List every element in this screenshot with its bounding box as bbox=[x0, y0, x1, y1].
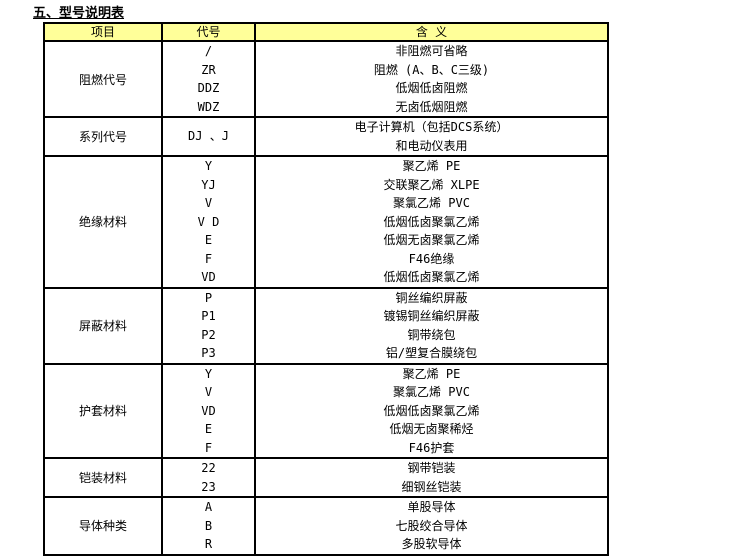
section-row: 导体种类 A B R 单股导体 七股绞合导体 多股软导体 bbox=[43, 496, 609, 556]
code-line: Y bbox=[204, 366, 213, 381]
meaning-line: 和电动仪表用 bbox=[395, 138, 468, 153]
section-row: 阻燃代号 / ZR DDZ WDZ 非阻燃可省略阻燃 (A、B、C三级) 低烟低卤阻燃 无卤低… bbox=[43, 40, 609, 118]
code-line: E bbox=[204, 422, 213, 436]
meaning-line: 聚乙烯 PE bbox=[402, 159, 461, 173]
code-cell: / ZR DDZ WDZ bbox=[161, 40, 256, 118]
code-line: P1 bbox=[201, 309, 216, 323]
code-line: P2 bbox=[201, 327, 216, 342]
header-cell-code: 代号 bbox=[161, 22, 256, 42]
header-cell-meaning: 含 义 bbox=[254, 22, 609, 42]
meaning-line: 无卤低烟阻燃 bbox=[395, 99, 468, 114]
section-row: 铠装材料 22 23 钢带铠装 细钢丝铠装 bbox=[43, 457, 609, 498]
meaning-line: 电子计算机（包括DCS系统） bbox=[354, 120, 509, 134]
meaning-line: 低烟低卤聚氯乙烯 bbox=[383, 270, 480, 284]
meaning-line: F46护套 bbox=[408, 440, 455, 455]
meaning-line: 单股导体 bbox=[407, 500, 456, 514]
code-line: VD bbox=[201, 403, 216, 418]
code-cell: 22 23 bbox=[161, 457, 256, 498]
code-line: WDZ bbox=[197, 99, 220, 114]
code-cell: Y V VD E F bbox=[161, 362, 256, 459]
code-cell: P P1 P2 P3 bbox=[161, 286, 256, 365]
meaning-line: 聚氯乙烯 PVC bbox=[393, 385, 470, 399]
code-line: 23 bbox=[201, 479, 216, 494]
meaning-cell: 聚乙烯 PE 聚氯乙烯 PVC 低烟低卤聚氯乙烯 低烟无卤聚稀烃 F46护套 bbox=[254, 362, 609, 459]
meaning-cell: 铜丝编织屏蔽 镀锡铜丝编织屏蔽 铜带绕包铝/塑复合膜绕包 bbox=[254, 286, 609, 365]
section-row: 屏蔽材料 P P1 P2 P3 铜丝编织屏蔽 镀锡铜丝编织屏蔽 铜带绕包铝/塑复合膜绕包 bbox=[43, 286, 609, 365]
item-cell: 屏蔽材料 bbox=[43, 286, 163, 365]
code-line: YJ bbox=[201, 177, 216, 192]
item-cell: 护套材料 bbox=[43, 362, 163, 459]
code-line: V bbox=[204, 385, 213, 399]
meaning-line: 低烟低卤阻燃 bbox=[395, 81, 468, 95]
meaning-line: 铜丝编织屏蔽 bbox=[395, 290, 468, 305]
meaning-line: 钢带铠装 bbox=[407, 461, 456, 475]
item-cell: 导体种类 bbox=[43, 496, 163, 556]
item-cell: 系列代号 bbox=[43, 116, 163, 157]
code-line: VD bbox=[201, 270, 216, 284]
code-line: F bbox=[204, 440, 213, 455]
item-cell: 铠装材料 bbox=[43, 457, 163, 498]
section-row: 绝缘材料 Y YJ V V D E F VD 聚乙烯 PE 交联聚乙烯 XLPE 聚氯乙烯 PVC 低… bbox=[43, 155, 609, 289]
code-line: E bbox=[204, 233, 213, 247]
code-line: B bbox=[204, 518, 213, 533]
code-cell: DJ 、J bbox=[161, 116, 256, 157]
code-line: V D bbox=[197, 214, 220, 229]
code-line: / bbox=[204, 44, 213, 58]
meaning-line: 多股软导体 bbox=[401, 537, 462, 551]
code-cell: Y YJ V V D E F VD bbox=[161, 155, 256, 289]
meaning-cell: 电子计算机（包括DCS系统） 和电动仪表用 bbox=[254, 116, 609, 157]
code-line: V bbox=[204, 196, 213, 210]
meaning-cell: 钢带铠装 细钢丝铠装 bbox=[254, 457, 609, 498]
meaning-cell: 非阻燃可省略阻燃 (A、B、C三级) 低烟低卤阻燃 无卤低烟阻燃 bbox=[254, 40, 609, 118]
meaning-line: 聚氯乙烯 PVC bbox=[393, 196, 470, 210]
code-line: P bbox=[204, 290, 213, 305]
meaning-line: 低烟无卤聚稀烃 bbox=[389, 422, 474, 436]
code-line: P3 bbox=[201, 346, 216, 360]
code-line: R bbox=[204, 537, 213, 551]
header-cell-item: 项目 bbox=[43, 22, 163, 42]
meaning-line: 低烟低卤聚氯乙烯 bbox=[383, 403, 480, 418]
meaning-cell: 聚乙烯 PE 交联聚乙烯 XLPE 聚氯乙烯 PVC 低烟低卤聚氯乙烯 低烟无卤聚氯乙烯… bbox=[254, 155, 609, 289]
model-spec-table: 项目 代号 含 义 阻燃代号 / ZR DDZ WDZ 非阻燃可省略阻燃 (A、B、C三级… bbox=[43, 22, 609, 556]
table-header-row: 项目 代号 含 义 bbox=[43, 22, 609, 42]
section-row: 护套材料 Y V VD E F 聚乙烯 PE 聚氯乙烯 PVC 低烟低卤聚氯乙烯 低烟无卤聚稀烃 F… bbox=[43, 362, 609, 459]
meaning-line: 铝/塑复合膜绕包 bbox=[385, 346, 478, 360]
item-cell: 绝缘材料 bbox=[43, 155, 163, 289]
meaning-line: F46绝缘 bbox=[408, 251, 455, 266]
code-line: A bbox=[204, 500, 213, 514]
section-row: 系列代号 DJ 、J 电子计算机（包括DCS系统） 和电动仪表用 bbox=[43, 116, 609, 157]
meaning-line: 交联聚乙烯 XLPE bbox=[383, 177, 480, 192]
meaning-cell: 单股导体七股绞合导体 多股软导体 bbox=[254, 496, 609, 556]
code-line: DDZ bbox=[197, 81, 220, 95]
item-cell: 阻燃代号 bbox=[43, 40, 163, 118]
meaning-line: 聚乙烯 PE bbox=[402, 366, 461, 381]
code-line: ZR bbox=[201, 62, 216, 77]
meaning-line: 低烟无卤聚氯乙烯 bbox=[383, 233, 480, 247]
meaning-line: 七股绞合导体 bbox=[395, 518, 468, 533]
meaning-line: 低烟低卤聚氯乙烯 bbox=[383, 214, 480, 229]
meaning-line: 细钢丝铠装 bbox=[401, 479, 462, 494]
meaning-line: 镀锡铜丝编织屏蔽 bbox=[383, 309, 480, 323]
page-title: 五、型号说明表 bbox=[33, 6, 125, 21]
meaning-line: 铜带绕包 bbox=[407, 327, 456, 342]
code-line: 22 bbox=[201, 461, 216, 475]
meaning-line: 阻燃 (A、B、C三级) bbox=[373, 62, 490, 77]
code-line: DJ 、J bbox=[188, 129, 229, 144]
code-line: Y bbox=[204, 159, 213, 173]
meaning-line: 非阻燃可省略 bbox=[395, 44, 468, 58]
code-line: F bbox=[204, 251, 213, 266]
